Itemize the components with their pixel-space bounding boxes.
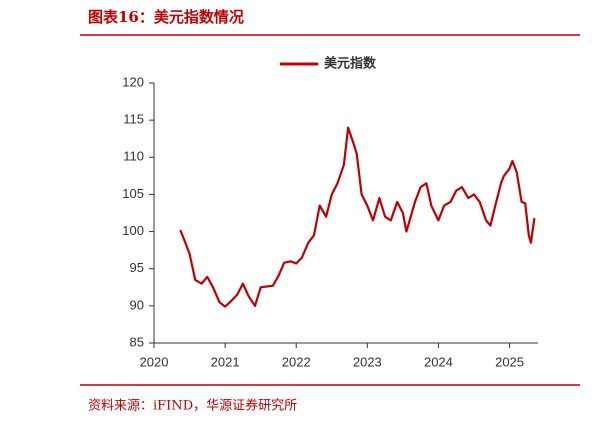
y-tick-label: 115 [123,112,144,127]
y-tick-label: 90 [130,297,144,312]
y-tick-label: 85 [130,334,144,349]
y-tick-label: 110 [123,149,144,164]
y-tick-label: 120 [122,74,144,89]
x-tick-label: 2024 [424,354,453,369]
x-tick-label: 2020 [140,354,169,369]
legend-label: 美元指数 [324,55,377,70]
x-tick-label: 2023 [353,354,382,369]
x-tick-label: 2025 [495,354,524,369]
source-note: 资料来源：iFIND，华源证券研究所 [88,398,297,414]
data-line [179,126,536,308]
y-tick-label: 95 [130,260,144,275]
chart-title: 图表16：美元指数情况 [88,8,244,26]
x-tick-label: 2022 [282,354,311,369]
y-tick-label: 100 [122,223,144,238]
y-tick-label: 105 [122,186,144,201]
x-tick-label: 2021 [211,354,240,369]
